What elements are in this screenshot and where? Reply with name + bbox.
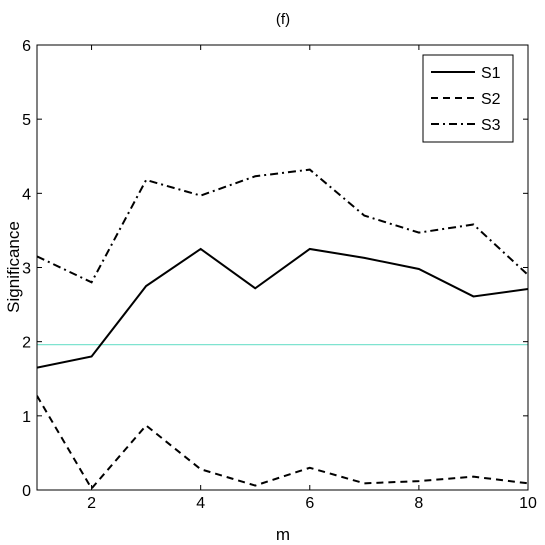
y-tick-label: 5	[22, 112, 31, 129]
y-tick-label: 0	[22, 483, 31, 500]
legend-label-s3: S3	[481, 117, 501, 134]
y-tick-label: 2	[22, 335, 31, 352]
x-tick-label: 2	[87, 495, 96, 512]
series-line-s1	[37, 247, 528, 369]
legend: S1 S2 S3	[422, 54, 514, 143]
y-axis-label: Significance	[4, 221, 23, 313]
x-tick-label: 6	[305, 495, 314, 512]
legend-label-s1: S1	[481, 65, 501, 82]
y-tick-label: 1	[22, 409, 31, 426]
x-axis-label: m	[276, 525, 290, 544]
series-line-s2	[37, 395, 528, 490]
x-tick-label: 10	[519, 495, 537, 512]
y-tick-label: 3	[22, 261, 31, 278]
legend-label-s2: S2	[481, 91, 501, 108]
series-line-s3	[37, 168, 528, 284]
series-group	[37, 168, 528, 490]
plot-area: 2 4 6 8 10 0 1 2 3 4 5 6	[22, 38, 537, 512]
x-tick-label: 4	[196, 495, 205, 512]
y-tick-label: 6	[22, 38, 31, 55]
y-tick-label: 4	[22, 186, 31, 203]
x-tick-label: 8	[414, 495, 423, 512]
chart-title: (f)	[276, 11, 290, 28]
